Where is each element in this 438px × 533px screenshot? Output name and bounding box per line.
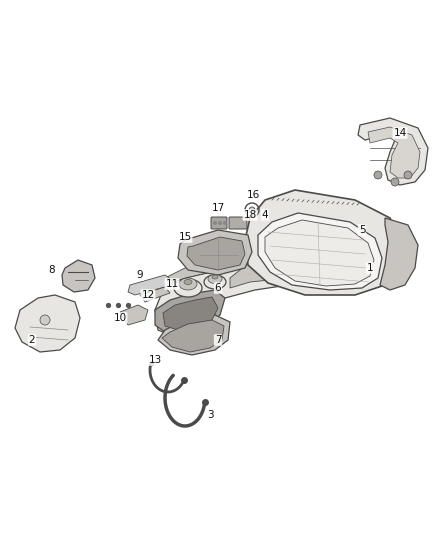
Polygon shape <box>162 320 224 352</box>
Text: 5: 5 <box>359 225 365 235</box>
Polygon shape <box>265 220 374 286</box>
Ellipse shape <box>179 278 197 290</box>
Polygon shape <box>380 218 418 290</box>
Polygon shape <box>165 250 400 285</box>
Text: 17: 17 <box>212 203 225 213</box>
Text: 15: 15 <box>178 232 192 242</box>
Text: 11: 11 <box>166 279 179 289</box>
Polygon shape <box>187 237 245 270</box>
Text: 1: 1 <box>367 263 373 273</box>
Ellipse shape <box>208 274 222 284</box>
Polygon shape <box>258 213 382 290</box>
Polygon shape <box>368 127 420 178</box>
Text: 6: 6 <box>215 283 221 293</box>
Circle shape <box>249 207 255 213</box>
Text: 12: 12 <box>141 290 155 300</box>
Polygon shape <box>140 287 170 302</box>
Ellipse shape <box>204 275 226 289</box>
Text: 14: 14 <box>393 128 406 138</box>
Circle shape <box>223 221 227 225</box>
Text: 10: 10 <box>113 313 127 323</box>
Text: 8: 8 <box>49 265 55 275</box>
Text: 13: 13 <box>148 355 162 365</box>
Ellipse shape <box>174 279 202 297</box>
Text: 2: 2 <box>28 335 35 345</box>
Polygon shape <box>128 275 172 295</box>
Circle shape <box>218 221 222 225</box>
Polygon shape <box>178 230 252 275</box>
Text: 3: 3 <box>207 410 213 420</box>
Polygon shape <box>62 260 95 292</box>
Text: 4: 4 <box>261 210 268 220</box>
Polygon shape <box>155 290 225 335</box>
Polygon shape <box>155 255 405 335</box>
Ellipse shape <box>212 275 218 279</box>
FancyBboxPatch shape <box>229 217 247 229</box>
FancyBboxPatch shape <box>211 217 227 229</box>
Circle shape <box>404 171 412 179</box>
Polygon shape <box>230 258 395 288</box>
Polygon shape <box>15 295 80 352</box>
Text: 18: 18 <box>244 210 257 220</box>
Polygon shape <box>158 315 230 355</box>
Text: 16: 16 <box>246 190 260 200</box>
Text: 7: 7 <box>215 335 221 345</box>
Circle shape <box>391 178 399 186</box>
Polygon shape <box>358 118 428 185</box>
Polygon shape <box>245 190 400 295</box>
Polygon shape <box>302 260 362 280</box>
Circle shape <box>213 221 217 225</box>
Text: 9: 9 <box>137 270 143 280</box>
Circle shape <box>40 315 50 325</box>
Ellipse shape <box>184 279 192 285</box>
Circle shape <box>374 171 382 179</box>
Polygon shape <box>120 305 148 325</box>
Polygon shape <box>163 297 218 330</box>
